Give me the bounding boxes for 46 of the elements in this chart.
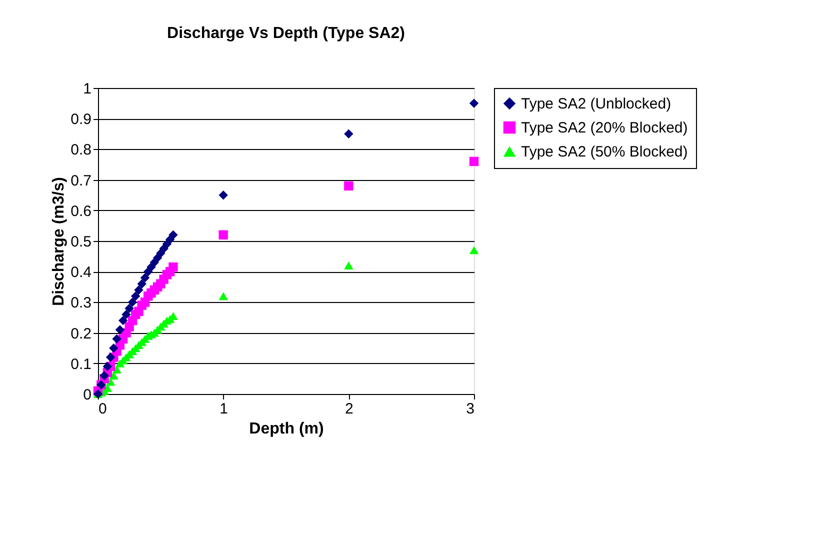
point xyxy=(469,98,479,108)
y-tick-label: 1 xyxy=(83,80,92,98)
y-tick-label: 0.1 xyxy=(70,356,92,373)
point xyxy=(218,190,228,200)
x-tick-label: 0 xyxy=(98,400,107,418)
chart-title: Discharge Vs Depth (Type SA2) xyxy=(167,25,405,42)
legend-label: Type SA2 (Unblocked) xyxy=(521,96,672,112)
y-axis-title: Discharge (m3/s) xyxy=(50,177,68,306)
point xyxy=(118,316,128,326)
y-tick-label: 0.2 xyxy=(70,325,92,342)
point xyxy=(128,298,138,307)
point xyxy=(124,304,134,313)
y-tick-label: 0.4 xyxy=(70,264,92,282)
y-tick-label: 0.3 xyxy=(70,294,92,312)
point xyxy=(344,181,354,191)
y-tick-label: 0 xyxy=(83,386,92,404)
point xyxy=(218,230,228,240)
y-tick-label: 0.6 xyxy=(70,202,92,220)
point xyxy=(109,343,118,353)
point xyxy=(168,262,178,272)
point xyxy=(106,352,116,362)
y-tick-label: 0.9 xyxy=(70,111,92,128)
point xyxy=(469,156,479,166)
point xyxy=(168,230,178,240)
point xyxy=(100,371,109,380)
x-tick-label: 2 xyxy=(344,400,354,418)
point xyxy=(137,279,146,288)
point xyxy=(344,129,354,139)
legend-label: Type SA2 (50% Blocked) xyxy=(521,144,688,160)
x-tick-label: 1 xyxy=(220,400,228,418)
point xyxy=(469,246,479,254)
legend-label: Type SA2 (20% Blocked) xyxy=(521,120,688,136)
y-tick-label: 0.7 xyxy=(70,172,92,190)
y-tick-label: 0.8 xyxy=(70,142,92,159)
x-tick-label: 3 xyxy=(466,400,474,418)
point xyxy=(134,285,144,295)
point xyxy=(140,273,150,282)
point xyxy=(218,292,228,300)
point xyxy=(344,261,354,270)
x-axis-title: Depth (m) xyxy=(249,420,324,438)
point xyxy=(102,362,112,372)
point xyxy=(112,334,122,344)
y-tick-label: 0.5 xyxy=(70,234,92,250)
point xyxy=(130,291,140,301)
point xyxy=(115,325,125,334)
point xyxy=(122,310,131,320)
